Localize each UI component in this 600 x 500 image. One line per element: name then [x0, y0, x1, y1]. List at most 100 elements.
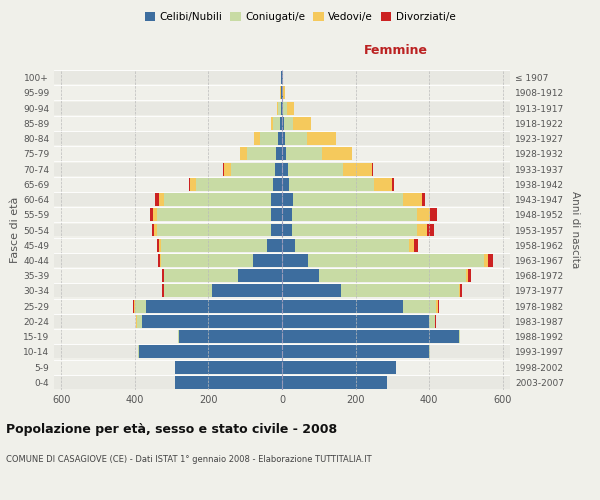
Bar	[488, 254, 493, 267]
Bar	[281, 71, 282, 84]
Bar	[54, 102, 510, 114]
Bar	[160, 254, 161, 267]
Bar	[307, 132, 337, 145]
Bar	[409, 239, 415, 252]
Bar	[271, 193, 282, 206]
Bar	[287, 102, 294, 114]
Bar	[54, 71, 510, 84]
Bar	[162, 269, 164, 282]
Bar	[282, 300, 403, 312]
Bar	[223, 162, 224, 175]
Text: Popolazione per età, sesso e stato civile - 2008: Popolazione per età, sesso e stato civil…	[6, 422, 337, 436]
Bar	[161, 239, 267, 252]
Text: Femmine: Femmine	[364, 44, 428, 57]
Bar	[434, 315, 436, 328]
Bar	[282, 132, 285, 145]
Bar	[282, 117, 284, 130]
Bar	[271, 224, 282, 236]
Bar	[282, 315, 429, 328]
Bar	[429, 315, 434, 328]
Bar	[277, 102, 278, 114]
Bar	[54, 376, 510, 389]
Bar	[190, 178, 196, 191]
Bar	[273, 117, 280, 130]
Bar	[282, 346, 429, 358]
Bar	[54, 148, 510, 160]
Bar	[54, 330, 510, 343]
Bar	[285, 132, 307, 145]
Bar	[430, 208, 437, 221]
Bar	[158, 254, 160, 267]
Bar	[415, 239, 418, 252]
Bar	[159, 239, 161, 252]
Bar	[164, 269, 238, 282]
Bar	[293, 117, 311, 130]
Bar	[161, 254, 253, 267]
Bar	[254, 132, 260, 145]
Bar	[458, 330, 460, 343]
Bar	[163, 284, 164, 298]
Bar	[277, 148, 282, 160]
Bar	[436, 300, 437, 312]
Bar	[458, 284, 460, 298]
Bar	[273, 178, 282, 191]
Bar	[247, 148, 277, 160]
Bar	[151, 208, 153, 221]
Bar	[466, 269, 468, 282]
Bar	[319, 269, 466, 282]
Bar	[178, 330, 179, 343]
Bar	[54, 117, 510, 130]
Bar	[282, 193, 293, 206]
Bar	[154, 224, 157, 236]
Bar	[282, 330, 458, 343]
Bar	[54, 315, 510, 328]
Bar	[468, 269, 472, 282]
Bar	[287, 162, 343, 175]
Bar	[54, 239, 510, 252]
Bar	[196, 178, 273, 191]
Bar	[54, 360, 510, 374]
Bar	[292, 224, 418, 236]
Bar	[460, 284, 462, 298]
Bar	[282, 284, 341, 298]
Bar	[238, 269, 282, 282]
Bar	[308, 254, 484, 267]
Bar	[153, 208, 157, 221]
Bar	[283, 102, 287, 114]
Bar	[54, 300, 510, 312]
Bar	[284, 117, 293, 130]
Bar	[341, 284, 458, 298]
Bar	[282, 208, 292, 221]
Bar	[54, 254, 510, 267]
Bar	[374, 178, 392, 191]
Bar	[54, 346, 510, 358]
Bar	[278, 102, 281, 114]
Bar	[157, 208, 271, 221]
Bar	[422, 193, 425, 206]
Y-axis label: Anni di nascita: Anni di nascita	[569, 192, 580, 268]
Bar	[282, 269, 319, 282]
Bar	[253, 254, 282, 267]
Bar	[142, 315, 282, 328]
Bar	[164, 193, 271, 206]
Bar	[282, 376, 387, 389]
Bar	[282, 360, 396, 374]
Bar	[282, 224, 292, 236]
Bar	[283, 86, 284, 100]
Bar	[133, 300, 134, 312]
Bar	[286, 148, 322, 160]
Bar	[157, 224, 271, 236]
Bar	[54, 269, 510, 282]
Bar	[429, 346, 430, 358]
Bar	[403, 193, 422, 206]
Bar	[54, 224, 510, 236]
Bar	[54, 86, 510, 100]
Bar	[275, 162, 282, 175]
Bar	[392, 178, 394, 191]
Bar	[54, 178, 510, 191]
Bar	[240, 148, 247, 160]
Bar	[418, 208, 430, 221]
Bar	[175, 360, 282, 374]
Bar	[282, 102, 283, 114]
Bar	[427, 224, 434, 236]
